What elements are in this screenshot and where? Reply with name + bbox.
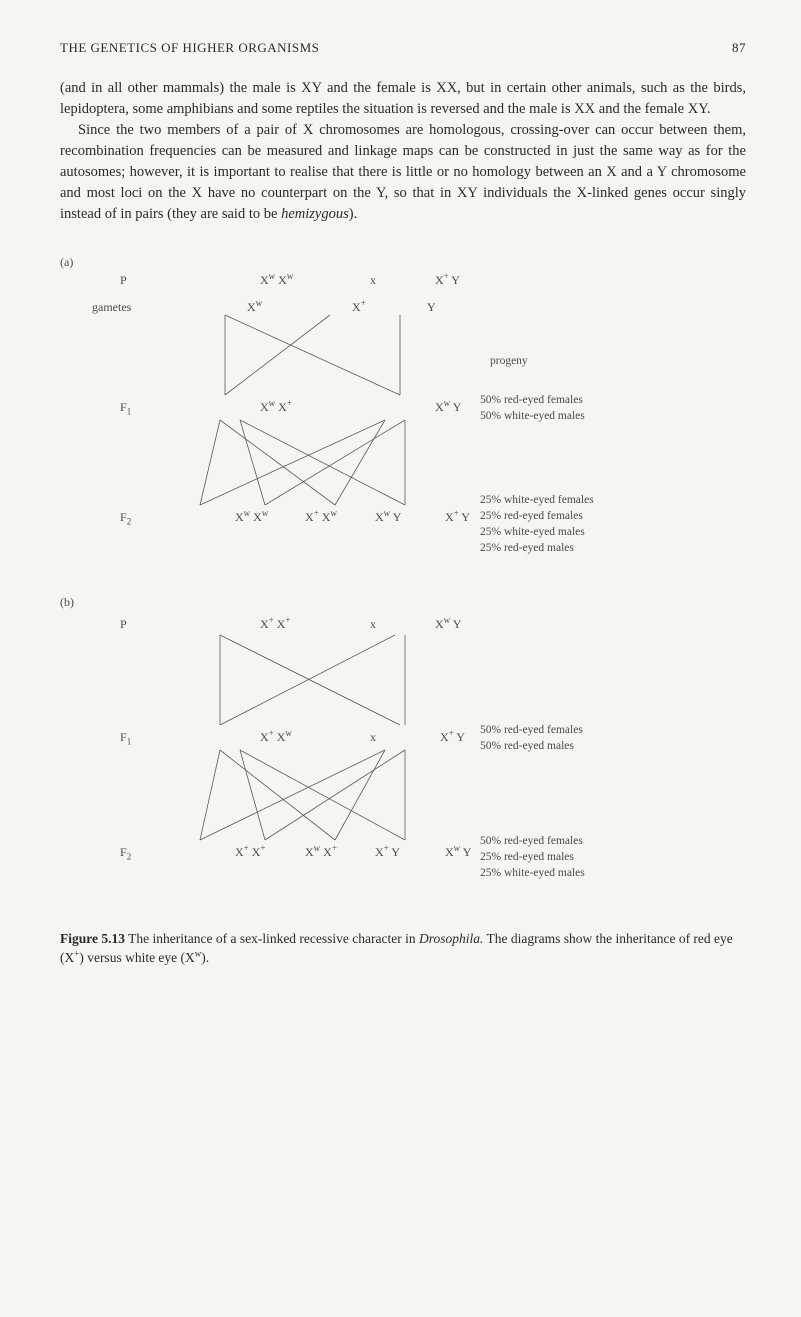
body-text: (and in all other mammals) the male is X… (60, 78, 746, 225)
page-container: THE GENETICS OF HIGHER ORGANISMS 87 (and… (0, 0, 801, 998)
genotype: Xw Xw (235, 510, 268, 525)
row-label-p: P (60, 273, 230, 288)
figure-caption: Figure 5.13 The inheritance of a sex-lin… (60, 930, 746, 968)
f1-progeny: 50% red-eyed females 50% red-eyed males (460, 722, 700, 754)
panel-a: (a) (60, 255, 746, 575)
cross-symbol: x (370, 617, 376, 632)
genotype: Xw Y (435, 617, 461, 632)
genotype: X+ Xw (305, 510, 337, 525)
paragraph-2: Since the two members of a pair of X chr… (60, 120, 746, 225)
genotype: X+ Xw (260, 730, 292, 745)
panel-b: (b) (60, 595, 746, 905)
gamete: Xw (247, 300, 262, 315)
row-label-f1: F1 (60, 730, 230, 746)
genotype: Xw Xw (260, 273, 293, 288)
gamete: X+ (352, 300, 366, 315)
f2-progeny: 25% white-eyed females 25% red-eyed fema… (460, 492, 700, 556)
genotype: Xw X+ (305, 845, 337, 860)
progeny-header: progeny (490, 355, 528, 367)
panel-b-label: (b) (60, 595, 74, 610)
page-number: 87 (732, 40, 746, 56)
row-label-p: P (60, 617, 230, 632)
row-label-f2: F2 (60, 845, 230, 861)
row-label-f1: F1 (60, 400, 230, 416)
f2-progeny: 50% red-eyed females 25% red-eyed males … (460, 833, 700, 881)
genotype: X+ Y (435, 273, 460, 288)
page-header: THE GENETICS OF HIGHER ORGANISMS 87 (60, 40, 746, 56)
genotype: X+ X+ (260, 617, 291, 632)
genotype: Xw X+ (260, 400, 292, 415)
genotype: Xw Y (375, 510, 401, 525)
panel-a-label: (a) (60, 255, 73, 270)
genotype: X+ Y (375, 845, 400, 860)
row-label-f2: F2 (60, 510, 230, 526)
genotype: Xw Y (435, 400, 461, 415)
running-title: THE GENETICS OF HIGHER ORGANISMS (60, 40, 319, 56)
cross-symbol: x (370, 273, 376, 288)
row-label-gametes: gametes (60, 300, 202, 315)
f1-progeny: 50% red-eyed females 50% white-eyed male… (460, 392, 700, 424)
cross-symbol: x (370, 730, 376, 745)
figure-diagram: (a) (60, 255, 746, 905)
caption-label: Figure 5.13 (60, 931, 125, 946)
genotype: X+ X+ (235, 845, 266, 860)
paragraph-1: (and in all other mammals) the male is X… (60, 78, 746, 120)
gamete: Y (427, 300, 436, 315)
